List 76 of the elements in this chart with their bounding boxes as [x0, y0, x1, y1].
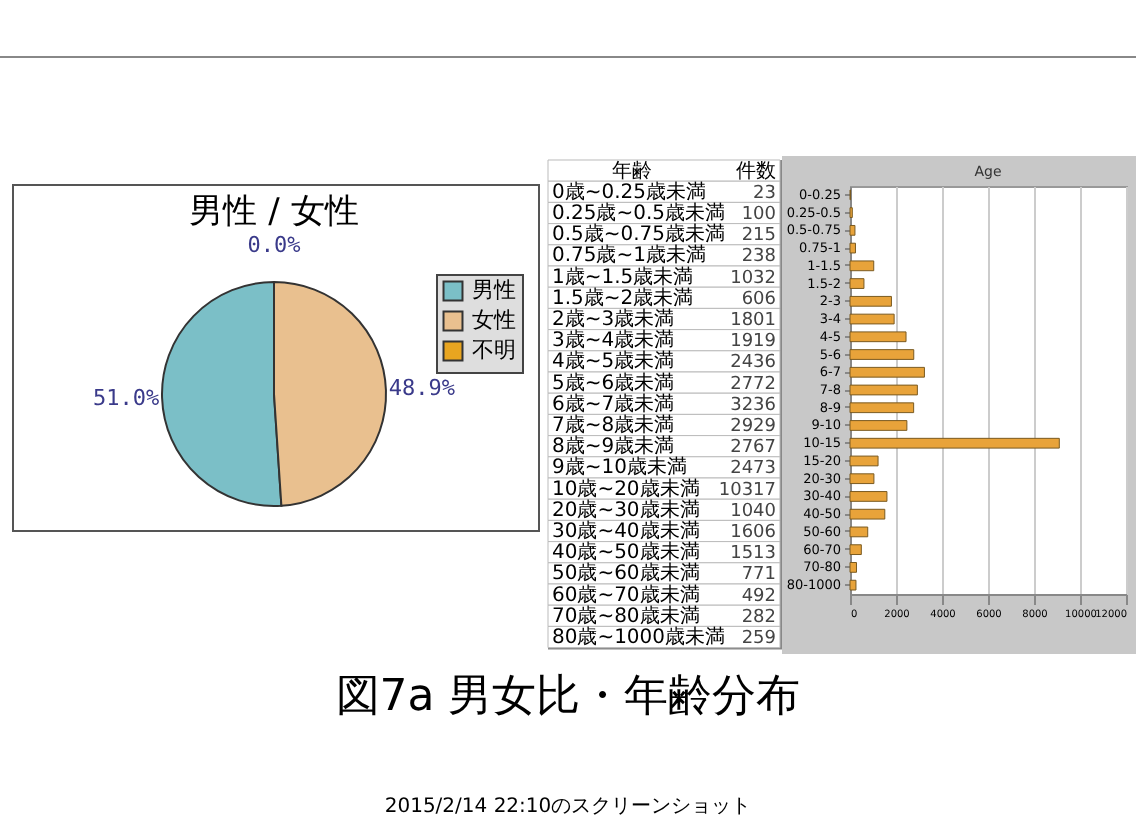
data-label: 1606: [730, 523, 777, 543]
text: 0.0%: [247, 232, 301, 258]
category-label: 4歳~5歳未満: [552, 349, 675, 374]
data-label: 2473: [730, 459, 776, 480]
bar: [849, 526, 869, 538]
text: 年齢: [612, 158, 652, 183]
data-label: 282: [741, 607, 776, 628]
bar: [849, 349, 915, 360]
bar: [849, 278, 865, 289]
bar: [849, 260, 875, 272]
bar: [849, 473, 875, 485]
data-label: 2772: [730, 374, 776, 395]
category-label: 0歳~0.25歳未満: [552, 179, 706, 204]
data-label: 51.0%: [92, 384, 160, 411]
bar: [849, 313, 895, 325]
caption: 図7a 男女比・年齢分布: [333, 670, 803, 726]
bar: [849, 242, 856, 254]
category-label: 7歳~8歳未満: [552, 413, 675, 437]
category-label: 50歳~60歳未満: [552, 561, 700, 586]
data-label: 48.9%: [388, 375, 456, 402]
data-label: 771: [741, 565, 776, 586]
category-label: 8歳~9歳未満: [552, 434, 675, 459]
data-label: 492: [741, 586, 776, 607]
bar: [849, 491, 888, 502]
bar: [849, 562, 857, 573]
bar: [849, 402, 915, 414]
data-label: 1919: [730, 332, 777, 353]
data-label: 1040: [730, 501, 777, 522]
category-label: 0.75歳~1歳未満: [552, 243, 706, 268]
category-label: 80歳~1000歳未満: [552, 624, 725, 649]
bar: [849, 384, 918, 396]
data-label: 10317: [718, 480, 776, 501]
data-label: 1032: [730, 268, 776, 289]
data-label: 1801: [730, 311, 776, 331]
text: 2015/2/14 22:10のスクリーンショット: [382, 794, 754, 820]
bar: [849, 295, 892, 307]
category-label: 9歳~10歳未満: [552, 455, 687, 480]
bar: [849, 579, 857, 591]
data-label: 238: [741, 247, 777, 268]
category-label: 6歳~7歳未満: [552, 391, 675, 416]
category-label: 1歳~1.5歳未満: [552, 264, 694, 289]
bar: [849, 366, 925, 378]
bar: [849, 455, 879, 467]
data-label: 2929: [730, 417, 777, 437]
bar: [849, 544, 862, 556]
data-label: 2767: [730, 438, 776, 459]
category-label: 20歳~30歳未満: [552, 497, 700, 522]
legend-label: 不明: [472, 337, 516, 363]
category-label: 10歳~20歳未満: [552, 476, 700, 501]
data-label: 100: [741, 205, 777, 225]
data-label: 259: [741, 628, 777, 649]
bar: [849, 224, 856, 236]
data-label: 1513: [730, 544, 776, 565]
data-label: 3236: [730, 395, 777, 416]
category-label: 40歳~50歳未満: [552, 540, 700, 565]
category-label: 2歳~3歳未満: [552, 307, 675, 331]
text: 件数: [736, 160, 776, 183]
chart-title: 男性 / 女性: [189, 192, 359, 232]
bar: [849, 437, 1060, 449]
category-label: 0.25歳~0.5歳未満: [552, 201, 725, 225]
category-label: 70歳~80歳未満: [552, 603, 700, 628]
category-label: 0.5歳~0.75歳未満: [552, 222, 725, 247]
data-label: 215: [741, 226, 776, 247]
category-label: 60歳~70歳未満: [552, 582, 700, 607]
category-label: 5歳~6歳未満: [552, 370, 675, 395]
legend-label: 男性: [472, 277, 516, 303]
category-label: 1.5歳~2歳未満: [552, 285, 694, 310]
category-label: 3歳~4歳未満: [552, 328, 675, 353]
bar: [849, 331, 907, 343]
data-label: 23: [753, 183, 776, 204]
bar: [849, 508, 886, 520]
data-label: 2436: [730, 353, 777, 374]
bar: [849, 420, 908, 431]
legend-label: 女性: [472, 307, 516, 333]
category-label: 30歳~40歳未満: [552, 519, 700, 543]
data-label: 606: [741, 289, 777, 310]
